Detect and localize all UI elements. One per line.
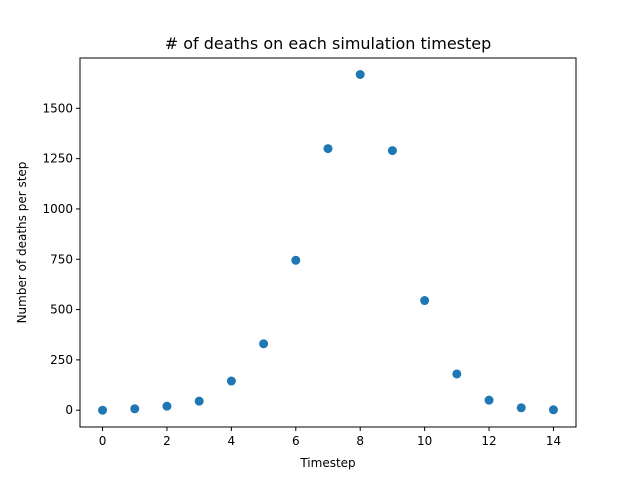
- data-point: [194, 396, 204, 406]
- y-axis-label: Number of deaths per step: [15, 162, 29, 324]
- x-tick-label: 2: [163, 434, 171, 448]
- data-point: [226, 376, 236, 386]
- data-points: [98, 70, 558, 415]
- x-tick-label: 8: [356, 434, 364, 448]
- data-point: [323, 144, 333, 154]
- y-tick-label: 250: [50, 353, 73, 367]
- chart-title: # of deaths on each simulation timestep: [165, 34, 492, 53]
- plot-frame: [79, 57, 577, 428]
- x-tick-label: 6: [292, 434, 300, 448]
- data-point: [259, 339, 269, 349]
- x-tick-label: 4: [228, 434, 236, 448]
- y-tick-label: 0: [65, 403, 73, 417]
- data-point: [291, 255, 301, 265]
- x-tick-label: 14: [546, 434, 561, 448]
- data-point: [516, 403, 526, 413]
- data-point: [452, 369, 462, 379]
- x-tick-label: 10: [417, 434, 432, 448]
- data-point: [387, 146, 397, 156]
- x-axis-ticks: 0 2 4 6 8 10 12 14: [99, 427, 561, 448]
- data-point: [420, 296, 430, 306]
- y-tick-label: 1500: [42, 101, 73, 115]
- y-tick-label: 750: [50, 252, 73, 266]
- data-point: [98, 405, 108, 415]
- data-point: [130, 404, 140, 414]
- y-axis-ticks: 0 250 500 750 1000 1250 1500: [42, 101, 80, 417]
- y-tick-label: 1250: [42, 152, 73, 166]
- data-point: [548, 405, 558, 415]
- x-axis-label: Timestep: [299, 456, 355, 470]
- data-point: [162, 401, 172, 411]
- y-tick-label: 1000: [42, 202, 73, 216]
- y-tick-label: 500: [50, 303, 73, 317]
- data-point: [484, 395, 494, 405]
- x-tick-label: 0: [99, 434, 107, 448]
- x-tick-label: 12: [481, 434, 496, 448]
- data-point: [355, 70, 365, 80]
